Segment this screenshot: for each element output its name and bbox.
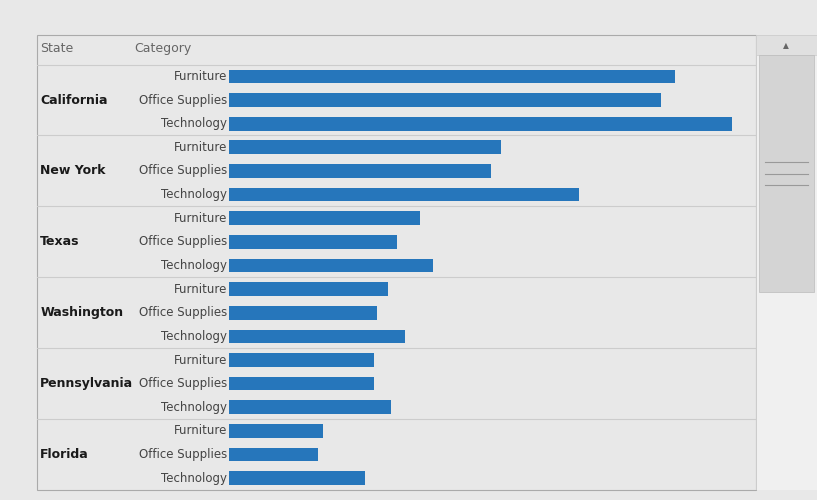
Text: Pennsylvania: Pennsylvania	[40, 377, 133, 390]
Text: Texas: Texas	[40, 236, 80, 248]
Text: Furniture: Furniture	[174, 212, 227, 224]
Bar	[759, 56, 814, 292]
Text: Technology: Technology	[161, 330, 227, 343]
Bar	[230, 472, 365, 485]
Bar	[230, 400, 391, 414]
Text: New York: New York	[40, 164, 106, 177]
Bar	[230, 70, 675, 83]
Bar	[230, 188, 579, 202]
Text: Office Supplies: Office Supplies	[139, 377, 227, 390]
Text: Washington: Washington	[40, 306, 123, 319]
Text: Furniture: Furniture	[174, 424, 227, 438]
Text: Florida: Florida	[40, 448, 89, 461]
Text: Technology: Technology	[161, 259, 227, 272]
Text: Office Supplies: Office Supplies	[139, 448, 227, 461]
Bar	[230, 164, 491, 178]
Text: Technology: Technology	[161, 401, 227, 414]
Bar	[230, 93, 662, 107]
Bar	[230, 140, 501, 154]
Text: Technology: Technology	[161, 472, 227, 484]
Bar	[230, 330, 405, 343]
Bar	[230, 353, 374, 367]
Text: Furniture: Furniture	[174, 70, 227, 83]
Bar	[230, 258, 433, 272]
Text: Category: Category	[134, 42, 191, 55]
Text: ▲: ▲	[784, 40, 789, 50]
Text: Furniture: Furniture	[174, 354, 227, 366]
Bar	[230, 448, 318, 462]
Text: California: California	[40, 94, 108, 106]
Bar	[230, 424, 323, 438]
Bar	[230, 212, 420, 225]
Text: Technology: Technology	[161, 117, 227, 130]
Bar	[230, 282, 388, 296]
Bar	[756, 35, 817, 56]
Text: State: State	[40, 42, 74, 55]
Bar	[230, 306, 377, 320]
Bar	[230, 377, 374, 390]
Text: Furniture: Furniture	[174, 282, 227, 296]
Text: Technology: Technology	[161, 188, 227, 201]
Text: Office Supplies: Office Supplies	[139, 236, 227, 248]
Bar	[230, 117, 732, 130]
Text: Furniture: Furniture	[174, 141, 227, 154]
Text: Office Supplies: Office Supplies	[139, 164, 227, 177]
Text: Office Supplies: Office Supplies	[139, 306, 227, 319]
Text: Office Supplies: Office Supplies	[139, 94, 227, 106]
Bar	[230, 235, 397, 248]
